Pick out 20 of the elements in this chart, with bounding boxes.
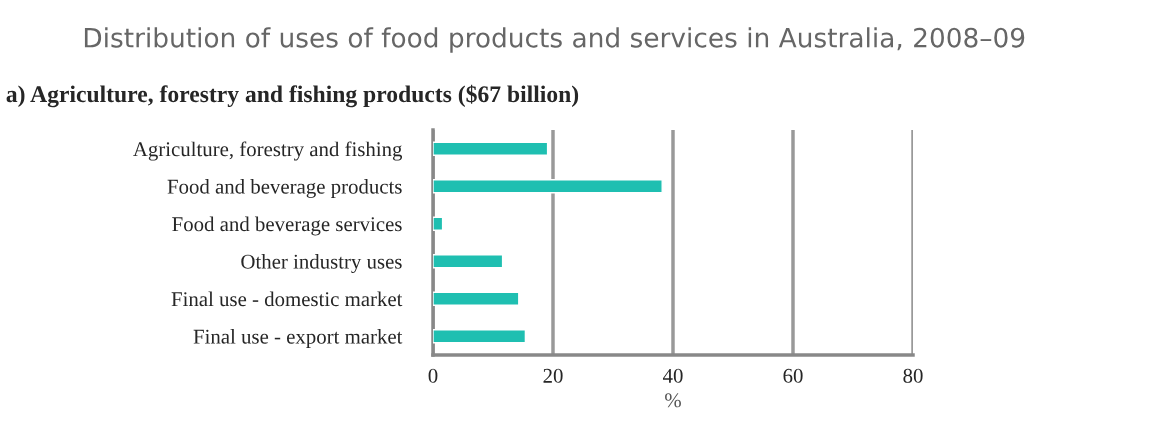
bar [433,291,520,307]
y-tick-label: Other industry uses [241,254,402,273]
x-tick-label: 20 [543,368,563,383]
bar [433,178,663,194]
x-tick-label: 60 [783,368,803,383]
y-tick-label: Food and beverage products [167,179,402,198]
x-axis-title: % [665,393,681,408]
x-tick-label: 80 [903,368,923,383]
bar [433,216,444,232]
chart-subtitle: a) Agriculture, forestry and fishing products ($67 billion) [6,84,579,108]
y-tick-label: Agriculture, forestry and fishing [133,141,403,161]
y-tick-label: Final use - export market [193,329,403,348]
chart-title: Distribution of uses of food products and services in Australia, 2008–09 [84,27,1025,53]
y-tick-label: Food and beverage services [172,216,402,236]
x-tick-label: 40 [662,368,683,383]
bar [433,253,504,269]
bar [433,141,549,157]
y-tick-label: Final use - domestic market [171,291,403,307]
x-tick-label: 0 [428,368,438,383]
bar [433,328,527,344]
